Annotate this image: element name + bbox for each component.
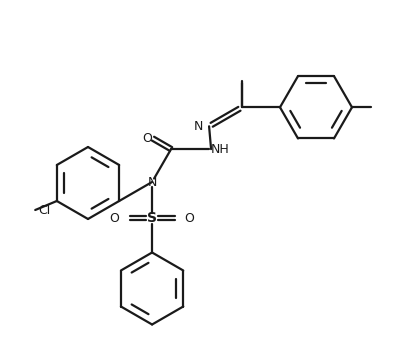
Text: O: O [110, 211, 119, 225]
Text: NH: NH [211, 142, 230, 156]
Text: N: N [147, 176, 157, 188]
Text: O: O [185, 211, 195, 225]
Text: Cl: Cl [38, 204, 50, 217]
Text: S: S [147, 211, 157, 225]
Text: O: O [142, 132, 152, 145]
Text: N: N [194, 120, 203, 133]
